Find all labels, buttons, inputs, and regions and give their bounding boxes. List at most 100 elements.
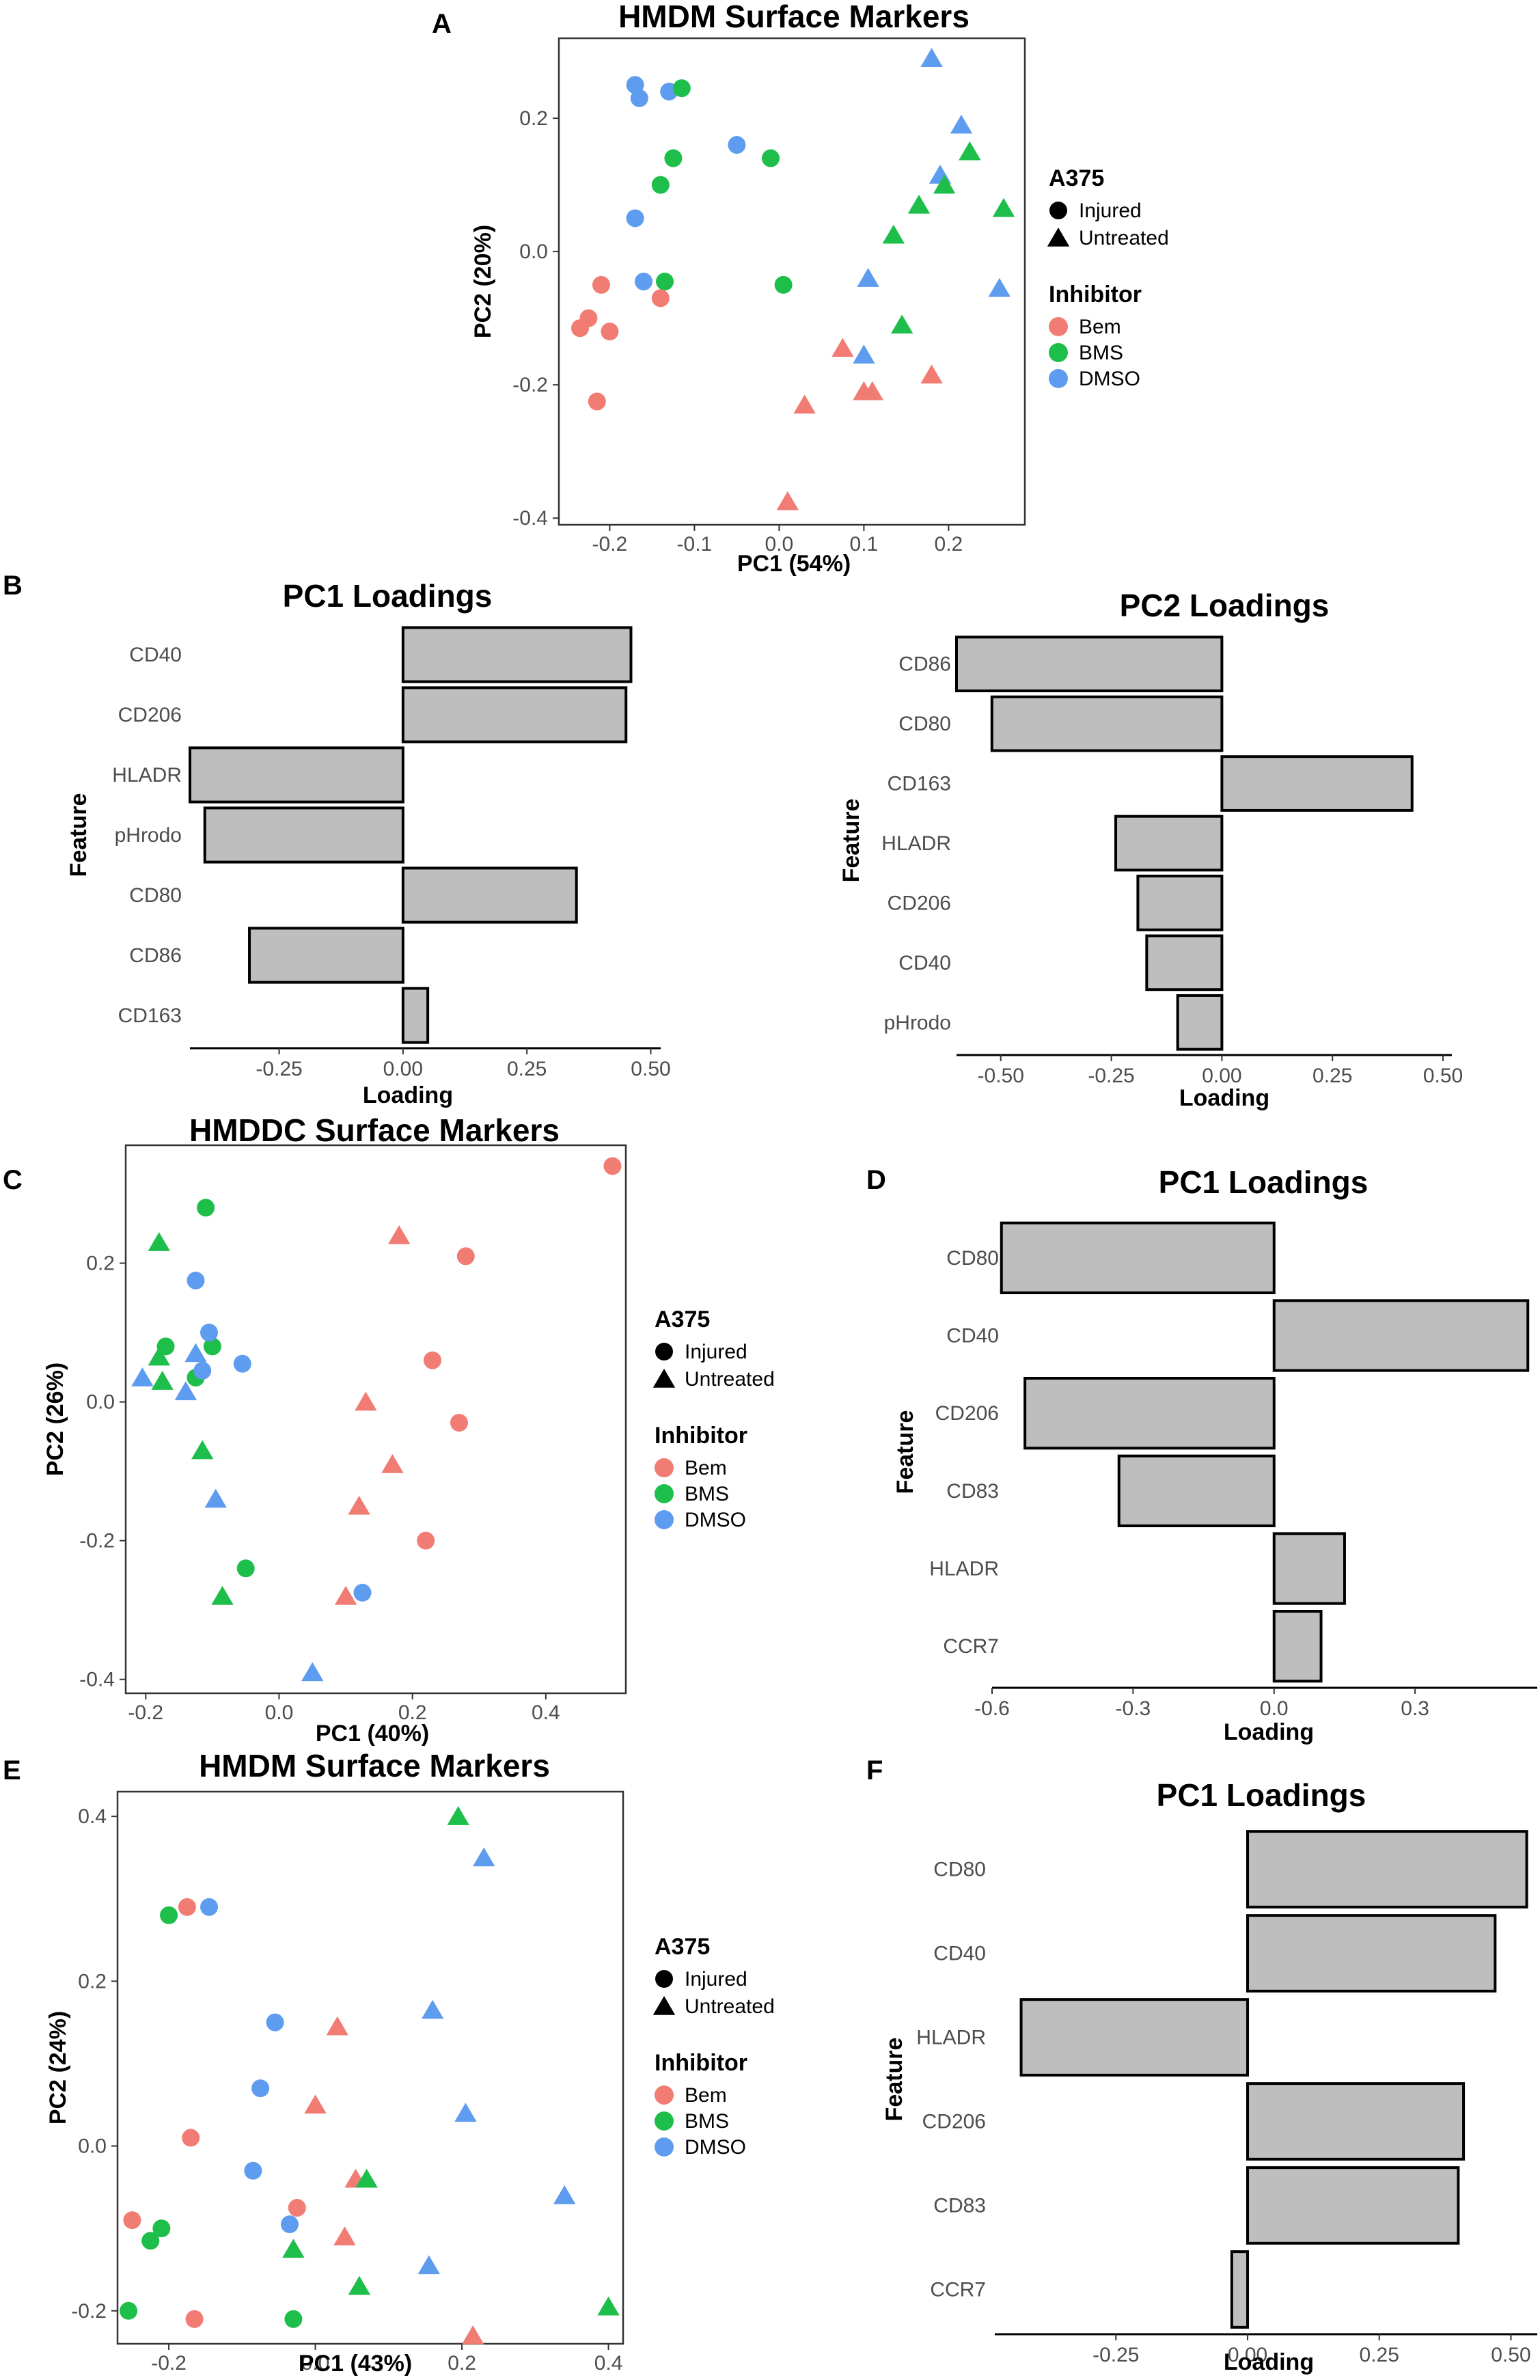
y-axis-title: Feature [838,799,864,883]
legend-injured-symbol [1049,202,1067,219]
point-dmso-triangle [853,344,875,364]
point-dmso-circle [200,1898,219,1916]
bar-panel-d: CD80 CD40 CD206 CD83 HLADR CCR7 -0.6 -0.3 0.0 0.3… [892,1164,1537,1745]
x-axis-title: PC1 (43%) [299,2351,412,2377]
x-tick-label: 0.50 [631,1058,670,1080]
bar-cd86 [955,635,1224,693]
feature-label-cd206: CD206 [935,1402,999,1425]
point-bem-triangle [861,381,883,400]
x-tick-label: 0.50 [1491,2344,1530,2366]
point-bms-circle [656,273,674,290]
point-bms-triangle [959,141,981,161]
point-bms-triangle [348,2275,371,2295]
point-dmso-circle [630,89,648,107]
point-bem-circle [123,2211,141,2230]
legend-label-bms: BMS [685,2110,729,2133]
point-bms-circle [774,275,793,294]
x-tick-label: 0.00 [1228,2344,1267,2366]
point-dmso-triangle [184,1343,207,1363]
x-axis-title: Loading [1179,1085,1269,1111]
y-tick-label: -0.4 [512,507,548,530]
point-bms-triangle [355,2168,378,2188]
point-bem-circle [651,289,670,307]
feature-label-cd86: CD86 [898,653,951,676]
x-tick-label: 0.0 [1260,1697,1289,1720]
plot-border [124,1144,627,1695]
point-dmso-triangle [417,2255,440,2275]
point-bem-triangle [333,2226,356,2245]
legend-shape-title: A375 [655,1307,710,1332]
x-tick-label: -0.2 [128,1701,163,1724]
point-bem-circle [450,1414,468,1432]
point-dmso-circle [187,1271,205,1289]
y-axis-title: Feature [66,793,92,877]
point-bms-triangle [933,174,956,194]
bar-ccr7 [1230,2250,1250,2329]
legend-untreated-symbol [1047,228,1070,247]
scatter-panel-c: -0.2 0.0 0.2 0.4 -0.4 -0.2 0.0 0.2 HMDDC Surface… [42,1112,775,1747]
feature-label-cd80: CD80 [946,1247,999,1270]
point-dmso-triangle [857,268,879,287]
point-bem-triangle [461,2325,484,2344]
point-bms-triangle [191,1440,214,1460]
feature-label-cd206: CD206 [888,892,951,914]
point-bms-circle [762,149,780,167]
point-bem-triangle [334,1585,357,1605]
y-tick-label: 0.0 [519,241,548,263]
bar-panel-b1: CD40 CD206 HLADR pHrodo CD80 CD86 CD163 -0.25 0.… [66,578,671,1108]
x-tick-label: 0.2 [398,1701,427,1724]
bar-cd83 [1117,1454,1276,1527]
feature-label-hladr: HLADR [929,1558,999,1581]
plot-title: PC2 Loadings [1120,588,1330,623]
y-tick-label: 0.4 [78,1805,107,1828]
y-tick-label: 0.2 [86,1253,115,1275]
feature-label-hladr: HLADR [112,764,182,787]
point-bem-circle [571,319,589,338]
bar-phrodo [203,806,404,864]
point-bem-triangle [381,1453,404,1473]
point-dmso-circle [626,76,644,94]
legend-injured-symbol [655,1970,673,1988]
plot-border [116,1790,624,2345]
x-tick-label: 0.3 [1401,1697,1429,1720]
y-tick-label: -0.2 [79,1530,115,1553]
bar-cd80 [1000,1221,1276,1294]
legend-shape-title: A375 [1049,165,1104,191]
bar-cd86 [248,927,404,984]
feature-label-cd80: CD80 [129,884,182,907]
legend-color-title: Inhibitor [1049,282,1142,307]
bar-cd163 [401,987,430,1044]
x-tick-label: -0.1 [677,533,713,556]
point-bms-triangle [992,197,1015,217]
x-tick-label: 0.00 [1202,1065,1241,1087]
bar-cd40 [401,626,633,683]
y-tick-label: -0.4 [79,1669,115,1691]
point-dmso-circle [233,1354,251,1373]
plot-title: PC1 Loadings [283,578,493,614]
legend-bem-swatch [655,2085,674,2105]
y-tick-label: 0.2 [519,107,548,130]
point-bem-circle [601,323,619,341]
point-bem-circle [456,1247,475,1266]
bar-hladr [189,746,404,804]
y-tick-label: 0.2 [78,1970,107,1993]
y-axis-title: Feature [881,2038,907,2122]
x-tick-label: -0.3 [1116,1697,1151,1720]
point-bms-triangle [148,1346,170,1366]
x-tick-label: -0.2 [151,2352,187,2375]
point-dmso-circle [635,273,652,290]
bar-cd80 [401,866,578,924]
x-tick-label: 0.4 [594,2352,623,2375]
x-tick-label: 0.25 [507,1058,547,1080]
point-dmso-circle [266,2013,284,2032]
point-dmso-triangle [421,1999,444,2019]
bar-phrodo [1176,994,1224,1051]
bar-cd206 [401,686,628,743]
legend-label-untreated: Untreated [685,1368,775,1391]
panel-letter-d: D [866,1165,886,1195]
point-dmso-triangle [950,114,973,134]
legend-shape-title: A375 [655,1934,710,1960]
point-dmso-circle [626,209,644,228]
bar-ccr7 [1272,1610,1323,1683]
point-bem-triangle [776,491,799,510]
